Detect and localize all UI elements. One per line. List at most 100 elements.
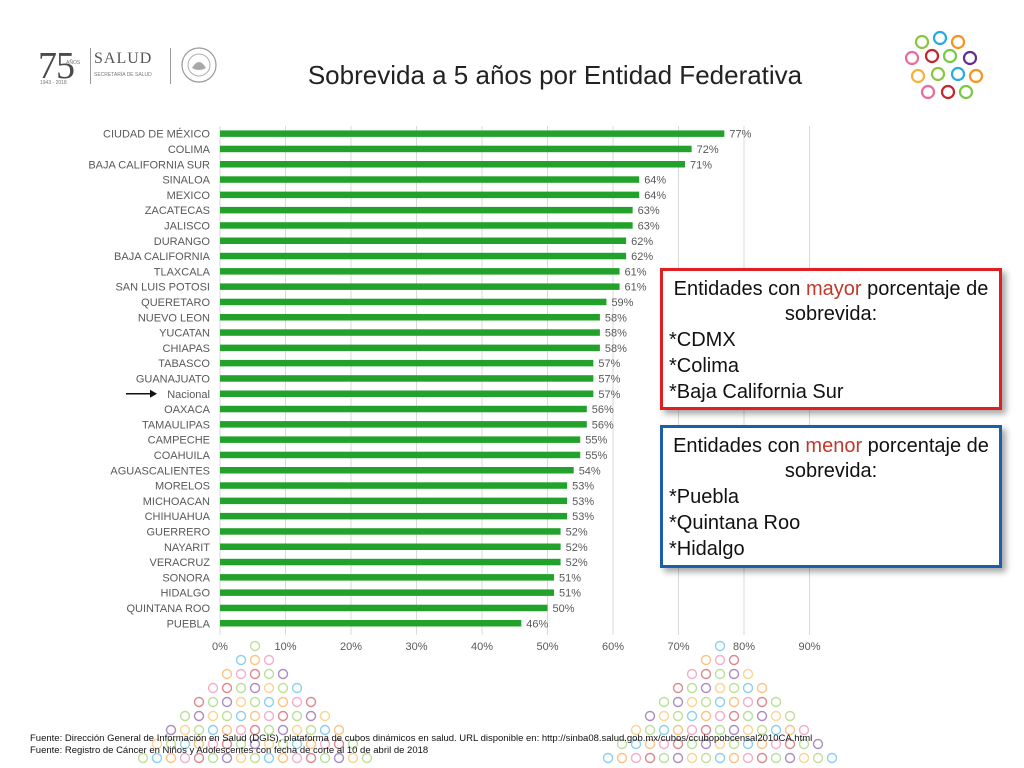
decorative-dot <box>770 710 782 722</box>
callout-heading-post: porcentaje de sobrevida: <box>784 278 989 325</box>
decorative-dot <box>630 738 642 750</box>
category-label: BAJA CALIFORNIA SUR <box>88 159 210 171</box>
callout-menor-sobrevida: Entidades con menor porcentaje de sobrev… <box>660 425 1002 568</box>
decorative-dot <box>221 682 233 694</box>
decorative-dot <box>644 710 656 722</box>
decorative-dot <box>347 738 359 750</box>
x-tick-label: 50% <box>536 641 558 653</box>
bar <box>220 130 725 137</box>
decorative-dot <box>277 668 289 680</box>
value-label: 51% <box>559 572 581 584</box>
decorative-dot <box>714 752 726 764</box>
bar <box>220 482 568 489</box>
decorative-dot <box>728 682 740 694</box>
value-label: 72% <box>697 144 719 156</box>
decorative-dot <box>263 696 275 708</box>
category-label: PUEBLA <box>167 618 211 630</box>
decorative-dot <box>672 682 684 694</box>
decorative-dot <box>686 668 698 680</box>
decorative-dot <box>784 738 796 750</box>
x-tick-label: 70% <box>667 641 689 653</box>
decorative-dot <box>179 724 191 736</box>
value-label: 58% <box>605 343 627 355</box>
decorative-dot <box>305 752 317 764</box>
category-label: VERACRUZ <box>149 557 210 569</box>
decorative-dot <box>700 752 712 764</box>
category-label: TABASCO <box>158 358 210 370</box>
decorative-dot <box>686 738 698 750</box>
chart-title: Sobrevida a 5 años por Entidad Federativ… <box>307 60 803 90</box>
decorative-dot <box>700 696 712 708</box>
logo-secretaria-text: SECRETARÍA DE SALUD <box>94 72 152 78</box>
category-label: SINALOA <box>162 175 210 187</box>
decorative-dot <box>672 710 684 722</box>
decorative-dot <box>826 752 838 764</box>
nacional-arrow <box>126 389 157 398</box>
decorative-dot <box>207 710 219 722</box>
category-label: OAXACA <box>164 404 211 416</box>
category-label: Nacional <box>167 389 210 401</box>
category-label: MORELOS <box>155 481 210 493</box>
decorative-dot <box>263 752 275 764</box>
national-seal-icon <box>181 47 217 83</box>
decorative-dot <box>207 682 219 694</box>
decorative-dot <box>165 724 177 736</box>
decorative-dot <box>700 654 712 666</box>
category-label: GUANAJUATO <box>136 373 211 385</box>
decorative-dot <box>319 752 331 764</box>
bar <box>220 390 594 397</box>
logo-divider <box>170 48 171 84</box>
callout-item: *Puebla <box>669 486 740 508</box>
decorative-dot <box>728 654 740 666</box>
bar <box>220 558 561 566</box>
decorative-dot <box>179 738 191 750</box>
value-label: 61% <box>625 266 647 278</box>
decorative-dot <box>249 724 261 736</box>
decorative-dot <box>742 752 754 764</box>
decorative-dot <box>263 682 275 694</box>
decorative-dot <box>658 752 670 764</box>
decorative-dot <box>756 710 768 722</box>
decorative-dot <box>714 682 726 694</box>
decorative-dot <box>221 752 233 764</box>
decorative-dot <box>630 752 642 764</box>
decorative-dot <box>756 752 768 764</box>
decorative-ring <box>962 50 978 66</box>
x-tick-label: 90% <box>798 641 820 653</box>
decorative-dot <box>714 668 726 680</box>
decorative-dot <box>207 752 219 764</box>
value-label: 52% <box>566 557 588 569</box>
decorative-dot <box>756 696 768 708</box>
value-label: 54% <box>579 465 601 477</box>
decorative-dot <box>742 682 754 694</box>
bar <box>220 497 568 505</box>
decorative-ring <box>968 68 984 84</box>
decorative-dot <box>658 724 670 736</box>
decorative-dot <box>686 724 698 736</box>
decorative-dot <box>249 668 261 680</box>
decorative-dot <box>742 738 754 750</box>
decorative-dot <box>291 682 303 694</box>
decorative-dot <box>347 752 359 764</box>
decorative-dot <box>700 738 712 750</box>
decorative-dot <box>277 724 289 736</box>
value-label: 71% <box>690 159 712 171</box>
decorative-dot <box>193 696 205 708</box>
decorative-dot <box>728 724 740 736</box>
x-tick-label: 80% <box>733 641 755 653</box>
decorative-dot <box>333 738 345 750</box>
bar <box>220 176 640 183</box>
decorative-dot <box>235 738 247 750</box>
decorative-dot <box>742 668 754 680</box>
bar <box>220 314 600 321</box>
decorative-ring <box>950 34 966 50</box>
bar <box>220 375 594 382</box>
bar <box>220 191 640 199</box>
category-labels: CIUDAD DE MÉXICO COLIMA BAJA CALIFORNIA SU… <box>88 128 210 631</box>
decorative-dot <box>277 682 289 694</box>
decorative-dot <box>277 752 289 764</box>
callout-heading-accent: menor <box>805 435 863 457</box>
value-label: 61% <box>625 282 647 294</box>
value-label: 46% <box>526 618 548 630</box>
decorative-ring <box>930 66 946 82</box>
